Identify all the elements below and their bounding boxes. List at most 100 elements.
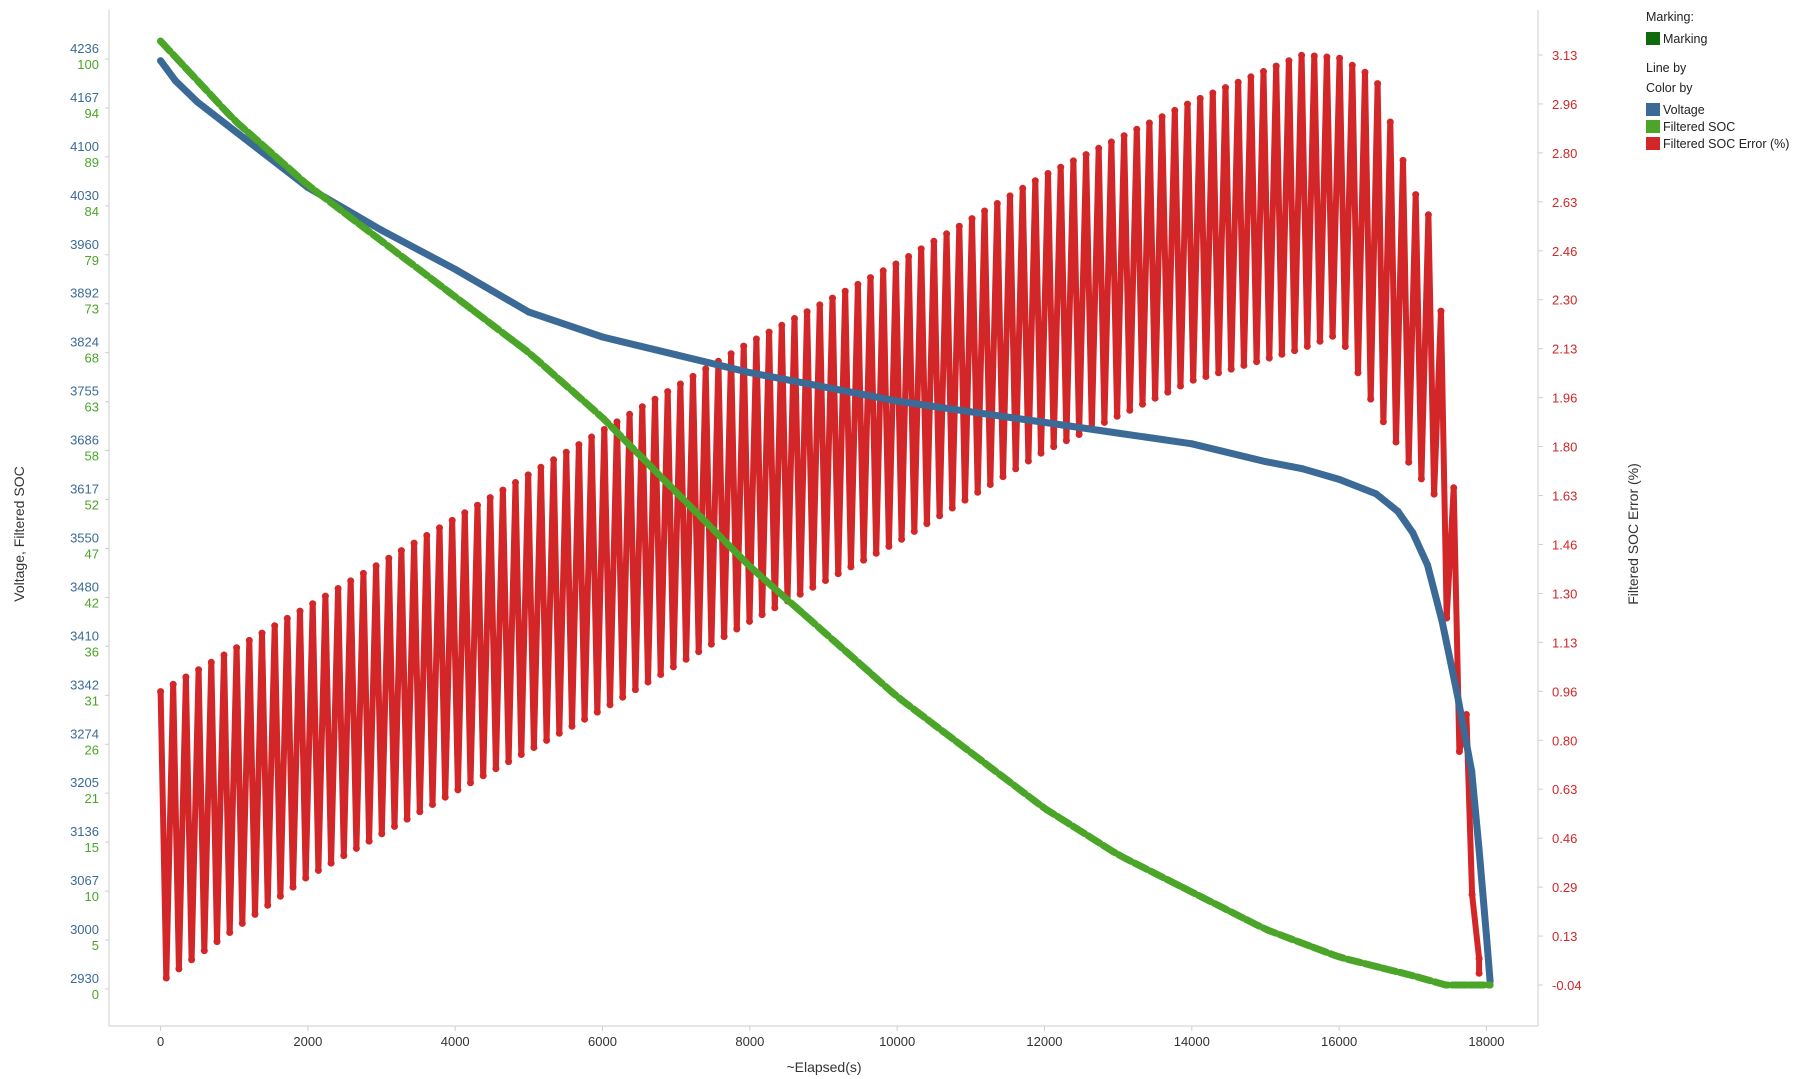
voltage-tick-label: 3205 [70,775,99,790]
error-point [1151,394,1159,402]
soc-point [555,376,563,384]
error-point [1184,100,1191,108]
soc-tick-label: 79 [85,253,99,268]
error-point [441,793,449,801]
error-point [1260,68,1267,75]
legend-item-voltage[interactable]: Voltage [1646,101,1811,118]
error-point [955,222,963,230]
error-point [961,496,969,504]
series-filtered-soc [157,37,1494,989]
soc-point [533,356,541,364]
legend-item-filtered-soc[interactable]: Filtered SOC [1646,118,1811,135]
error-point [226,929,234,936]
soc-point [1442,981,1450,989]
soc-tick-label: 73 [85,302,99,317]
soc-point [1242,916,1250,924]
error-point [271,622,279,630]
error-point [1196,94,1204,102]
voltage-point [230,127,238,134]
soc-tick-label: 31 [85,693,99,708]
error-point [175,965,183,973]
error-point [1082,151,1090,159]
voltage-tick-label: 3755 [70,384,99,399]
soc-tick-label: 5 [92,938,99,953]
soc-point [666,482,674,490]
x-tick-label: 2000 [293,1034,322,1049]
soc-point [1464,981,1472,989]
voltage-tick-label: 3617 [70,482,99,497]
error-tick-label: 1.63 [1552,489,1577,504]
error-point [1202,373,1210,380]
soc-point [932,722,940,730]
legend-line-by: Line by [1646,61,1687,75]
soc-tick-label: 0 [92,987,99,1002]
voltage-tick-label: 3410 [70,628,99,643]
error-point [289,883,297,891]
error-tick-label: 2.80 [1552,146,1577,161]
error-point [898,535,906,543]
error-tick-label: 1.80 [1552,440,1577,455]
soc-tick-label: 47 [85,546,99,561]
error-point [1278,350,1286,358]
error-point [720,633,728,641]
soc-point [888,688,896,696]
error-point [378,830,386,838]
error-point [796,590,804,598]
legend-label-voltage: Voltage [1663,102,1705,117]
voltage-point [193,98,201,106]
error-point [936,512,944,520]
soc-point [1220,904,1228,912]
error-point [479,772,487,780]
voltage-point [1453,689,1461,697]
error-point [822,577,829,584]
error-point [638,403,646,411]
error-point [1341,343,1349,350]
error-point [834,570,842,578]
soc-point [578,395,586,403]
error-point [1379,418,1387,426]
legend-marking-item[interactable]: Marking [1646,30,1811,47]
error-point [879,267,887,275]
soc-point [356,221,364,229]
soc-point [954,739,962,747]
error-point [727,350,735,358]
error-point [245,636,253,644]
error-point [765,328,773,336]
error-point [1316,337,1324,345]
error-point [758,611,766,619]
soc-tick-label: 58 [85,449,99,464]
soc-point [1331,952,1339,959]
error-point [593,708,601,716]
error-point [1455,748,1463,755]
error-point [631,686,639,694]
error-point [816,301,824,309]
error-point [885,542,893,550]
soc-tick-label: 84 [85,204,99,219]
soc-tick-label: 94 [85,106,99,121]
voltage-point [672,351,680,359]
error-tick-label: 1.13 [1552,635,1577,650]
legend-swatch-filtered-soc [1646,120,1660,133]
error-point [986,481,994,488]
error-point [657,671,665,678]
error-point [1430,490,1438,498]
error-point [448,516,456,524]
error-point [1100,418,1108,426]
legend-item-filtered-soc-error[interactable]: Filtered SOC Error (%) [1646,135,1811,152]
error-point [860,556,868,564]
error-point [385,554,393,562]
soc-point [1198,893,1206,901]
error-point [1336,54,1344,62]
soc-tick-label: 52 [85,498,99,513]
error-point [410,539,418,547]
error-point [258,629,266,637]
error-point [429,801,436,808]
voltage-point [1438,618,1446,626]
soc-point [1309,943,1317,951]
voltage-point [1475,846,1483,854]
legend: Marking: Marking Line by Color by Voltag… [1646,8,1811,152]
voltage-point [451,265,459,273]
error-point [1285,57,1293,65]
error-point [314,866,322,874]
